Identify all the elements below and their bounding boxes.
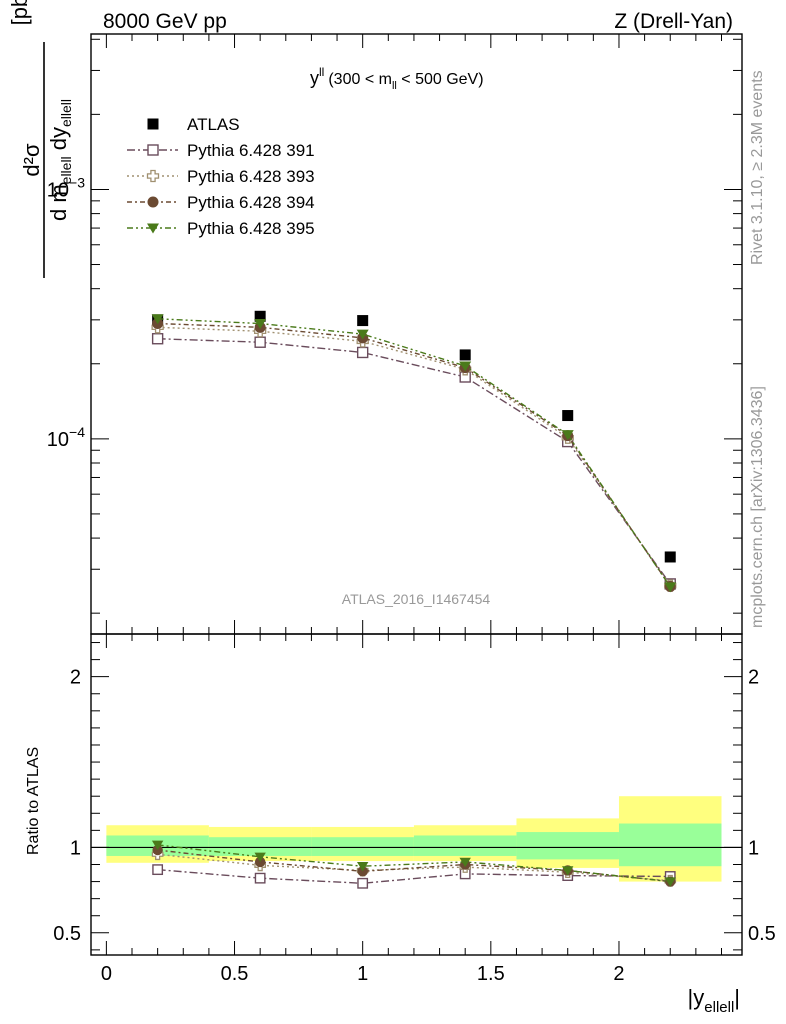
data-marker	[147, 118, 159, 130]
ratio-series-line	[157, 868, 671, 884]
ratio-series-line	[157, 849, 671, 883]
data-marker	[151, 314, 164, 325]
ratio-y-tick-label: 2	[70, 667, 81, 689]
inner-band-bin	[618, 823, 722, 867]
data-marker	[151, 840, 164, 851]
data-marker	[254, 336, 266, 348]
ratio-y-tick-label: 1	[70, 837, 81, 859]
data-marker	[254, 310, 266, 322]
ratio-series-pythia-6-428-395	[151, 840, 676, 887]
y-label-unit: [pb/GeV]	[7, 0, 32, 25]
main-y-label: d²σ d mellell dyellell [pb/GeV]	[7, 0, 74, 278]
series-pythia-6-428-394	[152, 318, 676, 592]
ratio-uncertainty-bands	[106, 796, 722, 882]
mcplots-label: mcplots.cern.ch [arXiv:1306.3436]	[749, 386, 766, 628]
series-pythia-6-428-395	[151, 314, 677, 593]
data-marker	[254, 852, 266, 863]
data-marker	[254, 319, 267, 330]
ratio-series-line	[157, 844, 671, 883]
y-label-denominator: d mellell dyellell	[46, 99, 74, 221]
x-tick-label: 1	[357, 963, 368, 985]
series-atlas	[152, 310, 676, 563]
main-title: yll (300 < mll < 500 GeV)	[310, 65, 484, 92]
ratio-y-tick-label-right: 1	[748, 837, 759, 859]
x-tick-label: 0	[101, 963, 112, 985]
ratio-series-line	[157, 853, 671, 882]
analysis-watermark: ATLAS_2016_I1467454	[342, 591, 491, 607]
data-marker	[459, 857, 471, 868]
inner-band-bin	[311, 837, 414, 856]
y-tick-label: 10−3	[47, 174, 85, 201]
inner-band-bin	[516, 832, 619, 860]
inner-band-bin	[208, 837, 312, 856]
data-marker	[664, 551, 676, 563]
legend-label: ATLAS	[187, 115, 240, 134]
x-tick-label: 0.5	[221, 963, 249, 985]
ratio-y-label: Ratio to ATLAS	[25, 747, 42, 855]
data-marker	[146, 169, 160, 183]
ratio-frame	[90, 633, 743, 956]
data-marker	[562, 866, 574, 876]
legend-item: ATLAS	[147, 115, 240, 134]
data-marker	[459, 361, 472, 372]
data-marker	[151, 333, 164, 345]
data-marker	[357, 877, 369, 889]
ratio-y-tick-label: 0.5	[53, 923, 81, 945]
y-tick-exponent: −4	[69, 424, 85, 440]
legend-item: Pythia 6.428 394	[127, 193, 315, 212]
y-tick-base: 10	[47, 179, 69, 201]
series-pythia-6-428-391	[151, 333, 676, 590]
legend: ATLAS Pythia 6.428 391 Pythia 6.428 393 Pyt…	[127, 115, 315, 238]
legend-label: Pythia 6.428 391	[187, 141, 315, 160]
data-marker	[152, 864, 164, 876]
data-marker	[459, 349, 471, 361]
header-right: Z (Drell-Yan)	[614, 10, 733, 33]
series-line	[157, 322, 671, 587]
ratio-series-pythia-6-428-391	[152, 864, 676, 889]
x-tick-label: 1.5	[477, 963, 505, 985]
legend-item: Pythia 6.428 393	[127, 167, 315, 186]
header-left: 8000 GeV pp	[103, 10, 227, 33]
y-tick-base: 10	[47, 429, 69, 451]
inner-band-bin	[413, 835, 517, 856]
data-marker	[664, 877, 676, 887]
legend-item: Pythia 6.428 395	[127, 219, 315, 238]
legend-label: Pythia 6.428 394	[187, 193, 315, 212]
ratio-y-tick-label-right: 0.5	[748, 923, 776, 945]
y-tick-label: 10−4	[47, 424, 85, 451]
x-tick-label: 2	[613, 963, 624, 985]
ratio-y-tick-label-right: 2	[748, 667, 759, 689]
data-marker	[356, 329, 369, 340]
series-line	[157, 326, 671, 586]
axes-layer: 0 0.5 1 1.5 210−410−30.5 0.51 12 2	[47, 33, 776, 985]
data-marker	[357, 315, 369, 327]
series-line	[157, 318, 671, 588]
legend-label: Pythia 6.428 395	[187, 219, 315, 238]
y-label-numerator: d²σ	[19, 143, 44, 177]
main-series-layer	[151, 310, 677, 593]
y-tick-exponent: −3	[69, 174, 85, 190]
legend-item: Pythia 6.428 391	[127, 141, 315, 160]
series-line	[157, 338, 671, 585]
data-marker	[562, 410, 574, 422]
data-marker	[561, 430, 574, 441]
data-marker	[356, 346, 369, 359]
data-marker	[664, 582, 677, 593]
data-marker	[254, 872, 266, 884]
data-marker	[356, 862, 369, 872]
data-marker	[147, 223, 159, 234]
series-pythia-6-428-393	[151, 321, 677, 592]
ratio-series-layer	[151, 840, 677, 889]
data-marker	[147, 196, 159, 208]
x-axis-label: |yellell|	[688, 985, 740, 1016]
rivet-label: Rivet 3.1.10, ≥ 2.3M events	[749, 70, 766, 265]
legend-label: Pythia 6.428 393	[187, 167, 315, 186]
data-marker	[147, 144, 159, 156]
